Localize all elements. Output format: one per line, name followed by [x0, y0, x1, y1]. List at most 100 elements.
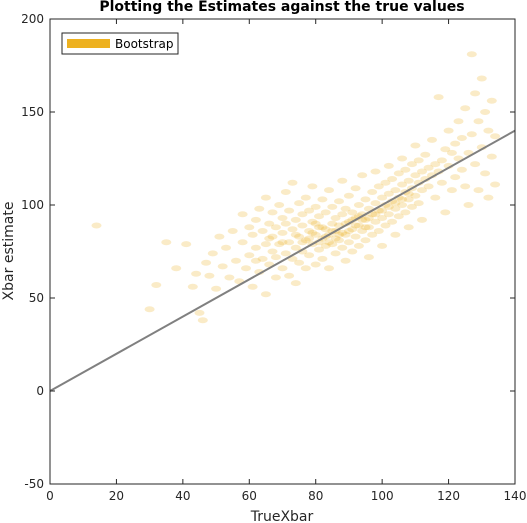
- scatter-point: [334, 231, 344, 238]
- scatter-point: [453, 118, 464, 125]
- scatter-point: [244, 224, 255, 231]
- scatter-point: [367, 189, 378, 195]
- identity-line: [49, 129, 516, 392]
- scatter-point: [350, 222, 361, 229]
- scatter-point: [300, 194, 311, 201]
- scatter-point: [446, 149, 457, 156]
- scatter-point: [360, 216, 371, 223]
- scatter-point: [257, 255, 268, 262]
- scatter-point: [260, 241, 271, 248]
- scatter-point: [343, 228, 354, 234]
- scatter-point: [360, 224, 371, 231]
- scatter-point: [340, 257, 351, 264]
- scatter-point: [456, 166, 467, 173]
- scatter-point: [317, 224, 328, 231]
- scatter-point: [460, 105, 471, 112]
- scatter-point: [320, 226, 331, 233]
- scatter-point: [440, 146, 451, 153]
- scatter-point: [473, 118, 484, 125]
- scatter-point: [284, 207, 295, 214]
- scatter-point: [456, 135, 467, 141]
- scatter-point: [204, 272, 215, 279]
- scatter-point: [304, 207, 315, 214]
- scatter-point: [490, 181, 501, 188]
- scatter-point: [367, 231, 378, 238]
- x-axis-label: TrueXbar: [250, 509, 314, 523]
- scatter-point: [227, 228, 238, 234]
- scatter-point: [363, 254, 374, 261]
- scatter-point: [370, 168, 381, 175]
- scatter-point: [260, 291, 271, 298]
- scatter-point: [191, 270, 202, 277]
- scatter-point: [407, 161, 417, 168]
- scatter-point: [347, 248, 358, 255]
- x-tick-label: 80: [308, 489, 323, 503]
- scatter-point: [274, 202, 285, 208]
- scatter-point: [214, 233, 225, 240]
- scatter-point: [297, 222, 308, 229]
- scatter-point: [267, 248, 278, 255]
- scatter-point: [353, 202, 364, 208]
- scatter-point: [460, 183, 471, 190]
- scatter-point: [287, 179, 298, 186]
- scatter-point: [277, 215, 288, 221]
- scatter-point: [433, 94, 444, 101]
- scatter-point: [483, 127, 494, 134]
- scatter-point: [244, 252, 255, 259]
- scatter-point: [284, 239, 295, 246]
- scatter-point: [347, 226, 358, 233]
- scatter-point: [217, 263, 228, 270]
- scatter-point: [91, 222, 102, 229]
- scatter-point: [284, 272, 295, 279]
- scatter-point: [343, 192, 354, 199]
- scatter-point: [290, 244, 301, 251]
- scatter-point: [473, 187, 484, 194]
- scatter-point: [393, 170, 404, 177]
- x-tick-label: 40: [175, 489, 190, 503]
- scatter-point: [490, 133, 501, 140]
- scatter-point: [377, 207, 388, 214]
- scatter-point: [383, 211, 394, 218]
- scatter-point: [383, 162, 394, 169]
- scatter-point: [314, 224, 324, 231]
- y-tick-label: -50: [24, 477, 44, 491]
- scatter-point: [420, 151, 431, 158]
- y-axis-label: Xbar estimate: [1, 202, 17, 301]
- scatter-point: [297, 211, 308, 218]
- scatter-point: [270, 254, 281, 261]
- scatter-point: [324, 239, 334, 246]
- scatter-point: [270, 224, 281, 231]
- scatter-point: [231, 257, 241, 264]
- scatter-point: [377, 194, 388, 201]
- x-tick-label: 140: [504, 489, 527, 503]
- scatter-point: [221, 244, 231, 251]
- scatter-point: [317, 196, 328, 203]
- scatter-point: [187, 283, 198, 290]
- scatter-point: [310, 231, 321, 238]
- scatter-point: [241, 265, 251, 272]
- scatter-point: [334, 237, 344, 244]
- scatter-point: [337, 244, 348, 251]
- chart-title: Plotting the Estimates against the true …: [99, 0, 464, 15]
- scatter-point: [237, 211, 248, 218]
- scatter-point: [310, 220, 321, 227]
- scatter-point: [250, 216, 261, 223]
- scatter-point: [480, 170, 491, 177]
- scatter-point: [320, 242, 331, 249]
- scatter-point: [397, 202, 408, 208]
- scatter-point: [330, 235, 341, 242]
- scatter-point: [294, 233, 305, 240]
- scatter-point: [254, 205, 265, 212]
- scatter-point: [247, 231, 258, 238]
- scatter-point: [277, 239, 288, 246]
- scatter-point: [290, 280, 301, 287]
- scatter-point: [463, 202, 474, 208]
- scatter-point: [486, 97, 497, 104]
- scatter-point: [257, 228, 268, 234]
- scatter-point: [151, 282, 162, 288]
- scatter-point: [300, 237, 311, 244]
- line-layer: [49, 129, 516, 392]
- scatter-point: [476, 75, 487, 82]
